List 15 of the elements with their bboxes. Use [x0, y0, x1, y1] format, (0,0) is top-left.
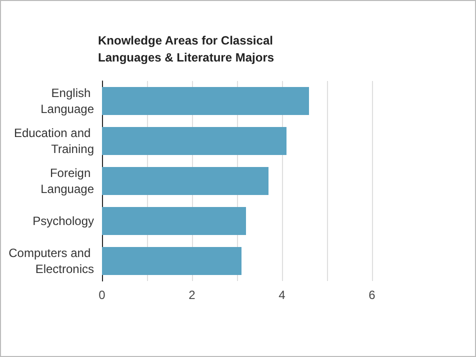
x-tick-label: 4	[278, 288, 286, 302]
bar	[102, 127, 286, 155]
y-tick-label: Psychology	[32, 214, 94, 228]
x-tick-label: 6	[368, 288, 376, 302]
bar	[102, 207, 246, 235]
y-tick-label: English Language	[40, 86, 94, 116]
y-tick-label: Education and Training	[14, 126, 94, 156]
y-tick-label: Computers and Electronics	[8, 246, 94, 276]
bar	[102, 87, 309, 115]
bar	[102, 247, 242, 275]
chart-title: Knowledge Areas for Classical Languages & Literature Majors	[98, 34, 276, 64]
bar	[102, 167, 268, 195]
x-tick-label: 0	[98, 288, 106, 302]
y-tick-label: Foreign Language	[40, 166, 94, 196]
x-tick-label: 2	[188, 288, 196, 302]
